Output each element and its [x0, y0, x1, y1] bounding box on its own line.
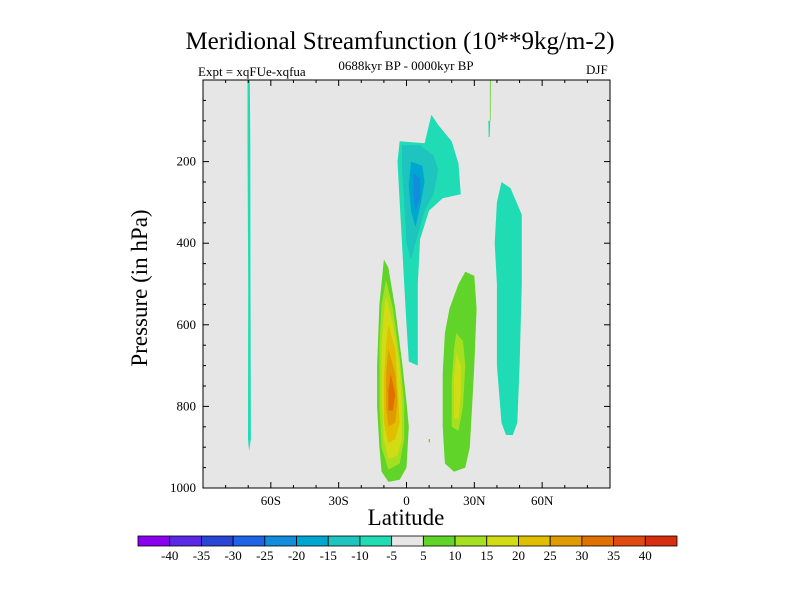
y-tick-label: 800: [177, 398, 197, 413]
contour-region-0: [247, 80, 251, 452]
colorbar-label: 25: [544, 548, 557, 563]
colorbar-label: -30: [224, 548, 241, 563]
contour-region-1: [488, 120, 491, 138]
colorbar-swatch: [518, 535, 551, 547]
colorbar-swatch: [359, 535, 393, 547]
chart-title: Meridional Streamfunction (10**9kg/m-2): [185, 28, 615, 55]
contour-region-7: [494, 182, 522, 435]
experiment-subtitle: Expt = xqFUe-xqfua: [198, 64, 306, 79]
colorbar-swatch: [549, 535, 583, 547]
colorbar-swatch: [264, 535, 297, 547]
colorbar-label: 20: [512, 548, 525, 563]
colorbar-swatch: [581, 535, 614, 547]
colorbar-swatch: [422, 535, 456, 547]
x-axis-label: Latitude: [367, 505, 445, 530]
colorbar-label: 10: [449, 548, 462, 563]
contour-region-17: [428, 439, 430, 443]
colorbar-label: 35: [607, 548, 620, 563]
y-tick-label: 200: [177, 154, 197, 169]
contour-region-2: [489, 80, 491, 121]
colorbar-swatch: [296, 535, 329, 547]
colorbar-swatch: [232, 535, 266, 547]
x-tick-label: 60N: [531, 493, 554, 508]
colorbar-swatch: [201, 535, 234, 547]
season-subtitle: DJF: [586, 62, 608, 77]
x-tick-label: 60S: [261, 493, 281, 508]
colorbar-swatch: [486, 535, 519, 547]
colorbar-swatch: [137, 535, 171, 547]
colorbar-label: -40: [161, 548, 178, 563]
contour-region-16: [454, 353, 461, 419]
colorbar-label: -10: [351, 548, 368, 563]
colorbar-label: -25: [256, 548, 273, 563]
x-tick-label: 30S: [329, 493, 349, 508]
colorbar-label: -20: [288, 548, 305, 563]
colorbar-label: -35: [193, 548, 210, 563]
colorbar-swatch: [327, 535, 361, 547]
colorbar-label: 5: [420, 548, 427, 563]
contour-region-6: [413, 173, 421, 211]
colorbar-label: -15: [320, 548, 337, 563]
colorbar-swatch: [169, 535, 202, 547]
period-subtitle: 0688kyr BP - 0000kyr BP: [338, 58, 474, 73]
colorbar-label: 15: [480, 548, 493, 563]
colorbar-swatch: [644, 535, 678, 547]
colorbar-label: -5: [386, 548, 397, 563]
x-tick-label: 0: [403, 493, 410, 508]
y-tick-label: 600: [177, 317, 197, 332]
x-tick-label: 30N: [463, 493, 486, 508]
colorbar-label: 30: [575, 548, 588, 563]
colorbar-swatch: [391, 535, 424, 547]
y-tick-label: 1000: [170, 480, 196, 495]
colorbar-swatch: [454, 535, 488, 547]
colorbar-swatch: [613, 535, 646, 547]
contour-region-13: [388, 373, 396, 411]
y-tick-label: 400: [177, 235, 197, 250]
colorbar-label: 40: [639, 548, 652, 563]
